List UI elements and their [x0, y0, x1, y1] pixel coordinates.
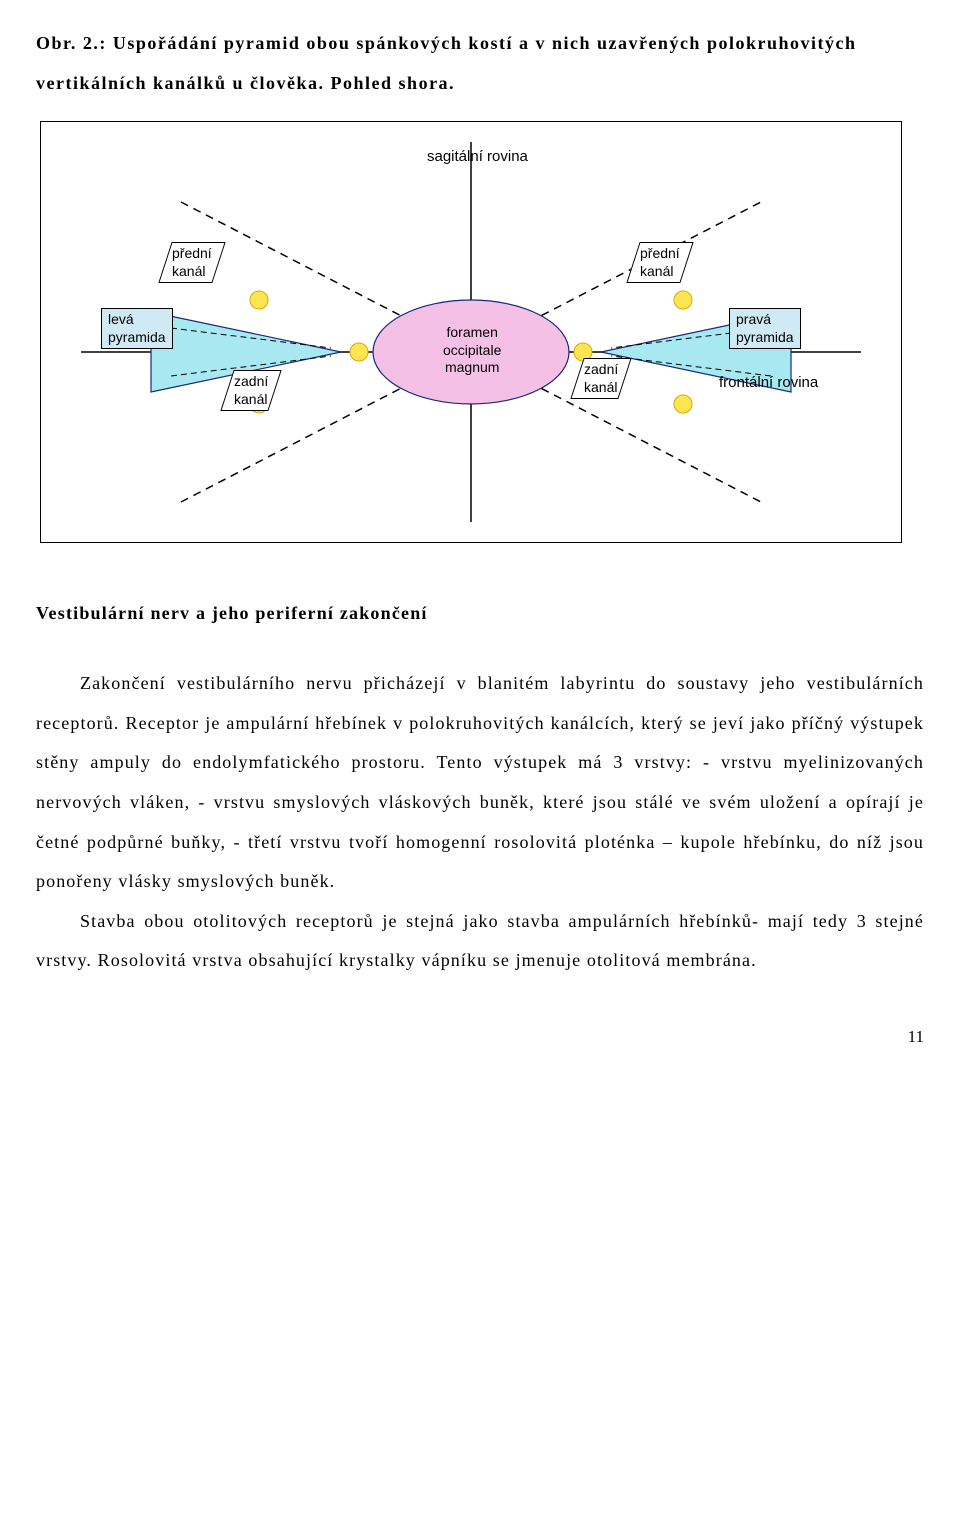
- paragraph-1: Zakončení vestibulárního nervu přicházej…: [36, 664, 924, 902]
- figure-caption-label: Obr. 2.:: [36, 33, 107, 53]
- figure-caption-text: Uspořádání pyramid obou spánkových kostí…: [36, 33, 856, 93]
- figure-caption: Obr. 2.: Uspořádání pyramid obou spánkov…: [36, 24, 924, 103]
- label-foramen: foramen occipitale magnum: [437, 322, 507, 379]
- label-sagittal: sagitální rovina: [421, 146, 534, 169]
- section-heading: Vestibulární nerv a jeho periferní zakon…: [36, 603, 924, 624]
- label-right-pyramid: pravá pyramida: [729, 308, 801, 349]
- pyramid-diagram: sagitální rovina přední kanál přední kan…: [40, 121, 902, 543]
- paragraph-2: Stavba obou otolitových receptorů je ste…: [36, 902, 924, 981]
- label-left-pyramid: levá pyramida: [101, 308, 173, 349]
- page-number: 11: [36, 1027, 924, 1047]
- label-frontal-plane: frontální rovina: [713, 372, 824, 395]
